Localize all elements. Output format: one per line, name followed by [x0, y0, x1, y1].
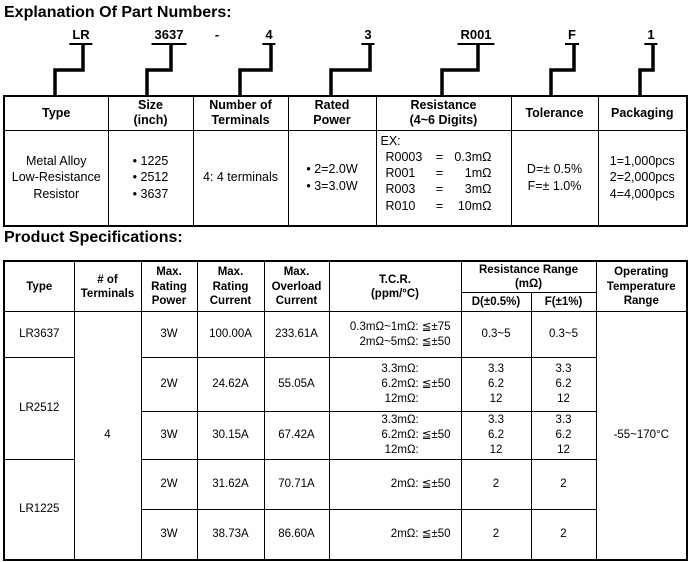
spec-overload-cell: 233.61A [263, 311, 330, 359]
spec-header-type: Type [3, 260, 75, 313]
spec-operating-temp-cell: -55~170°C [595, 311, 688, 561]
example-row: R0003 = 0.3mΩ [385, 149, 492, 164]
header-type: Type [3, 95, 109, 131]
spec-tcr-cell: 2mΩ: ≦±50 [328, 459, 462, 511]
spec-power-cell: 2W [140, 357, 198, 413]
spec-range-f-cell: 2 [530, 459, 597, 511]
part-numbers-heading: Explanation Of Part Numbers: [4, 4, 232, 21]
spec-range-f-cell: 3.3 6.2 12 [530, 411, 597, 461]
spec-range-f-cell: 3.3 6.2 12 [530, 357, 597, 413]
spec-overload-cell: 67.42A [263, 411, 330, 461]
rated-power-cell: • 2=2.0W • 3=3.0W [287, 129, 377, 226]
spec-current-cell: 31.62A [196, 459, 265, 511]
header-packaging: Packaging [597, 95, 688, 131]
terminals-cell: 4: 4 terminals [192, 129, 289, 226]
product-specifications-heading: Product Specifications: [4, 229, 183, 246]
spec-range-d-cell: 2 [460, 509, 532, 561]
spec-row-lr2512-3w: 3W 30.15A 67.42A 3.3mΩ: 6.2mΩ: 12mΩ: ≦±50 3… [4, 411, 687, 461]
part-segment-packaging: 1 [644, 27, 658, 45]
spec-tcr-cell: 3.3mΩ: 6.2mΩ: 12mΩ: ≦±50 [328, 411, 462, 461]
spec-terminals-cell: 4 [73, 311, 142, 561]
spec-header-row-1: Type # of Terminals Max. Rating Power Max. R… [3, 260, 688, 313]
packaging-cell: 1=1,000pcs 2=2,000pcs 4=4,000pcs [597, 129, 688, 226]
part-segment-type: LR [69, 27, 93, 45]
product-specifications-table: Type # of Terminals Max. Rating Power Max. R… [3, 260, 689, 561]
spec-power-cell: 2W [140, 459, 198, 511]
example-label: EX: [380, 133, 401, 148]
part-table-header-row: Type Size (inch) Number of Terminals Rated… [3, 95, 688, 131]
spec-power-cell: 3W [140, 411, 198, 461]
spec-power-cell: 3W [140, 509, 198, 561]
example-row: R001 = 1mΩ [385, 166, 492, 180]
spec-header-tol-f: F(±1%) [530, 292, 597, 313]
tcr-limit: ≦±50 [421, 378, 451, 391]
spec-tcr-cell: 3.3mΩ: 6.2mΩ: 12mΩ: ≦±50 [328, 357, 462, 413]
header-tolerance: Tolerance [510, 95, 599, 131]
spec-range-d-cell: 3.3 6.2 12 [460, 357, 532, 413]
spec-type-cell: LR2512 [3, 357, 75, 461]
header-rated-power: Rated Power [287, 95, 377, 131]
spec-row-lr1225-3w: 3W 38.73A 86.60A 2mΩ: ≦±50 2 2 [4, 509, 687, 561]
spec-overload-cell: 86.60A [263, 509, 330, 561]
spec-header-resistance-range: Resistance Range (mΩ) [460, 260, 597, 294]
part-segment-dash: - [214, 27, 220, 42]
spec-range-d-cell: 3.3 6.2 12 [460, 411, 532, 461]
spec-header-terminals: # of Terminals [73, 260, 142, 313]
spec-power-cell: 3W [140, 311, 198, 359]
spec-type-cell: LR3637 [3, 311, 75, 359]
part-segment-resistance: R001 [457, 27, 495, 45]
part-segment-tolerance: F [565, 27, 579, 45]
spec-row-lr3637-3w: LR3637 4 3W 100.00A 233.61A 0.3mΩ~1mΩ: ≦… [3, 311, 688, 561]
spec-current-cell: 38.73A [196, 509, 265, 561]
spec-range-d-cell: 0.3~5 [460, 311, 532, 359]
spec-range-f-cell: 0.3~5 [530, 311, 597, 359]
tcr-limit: ≦±50 [421, 429, 451, 442]
part-number-table: Type Size (inch) Number of Terminals Rated… [3, 95, 688, 227]
spec-tcr-cell: 0.3mΩ~1mΩ: ≦±75 2mΩ~5mΩ: ≦±50 [328, 311, 462, 359]
spec-header-current: Max. Rating Current [196, 260, 265, 313]
spec-header-operating: Operating Temperature Range [595, 260, 688, 313]
spec-header-overload: Max. Overload Current [263, 260, 330, 313]
spec-header-power: Max. Rating Power [140, 260, 198, 313]
resistance-example-cell: EX: R0003 = 0.3mΩ R001 = 1mΩ R003 = 3mΩ R010 = 1… [375, 129, 512, 226]
type-cell: Metal Alloy Low-Resistance Resistor [3, 129, 109, 226]
spec-row-lr2512-2w: LR2512 2W 24.62A 55.05A 3.3mΩ: 6.2mΩ: 12mΩ… [3, 357, 687, 461]
header-terminals: Number of Terminals [192, 95, 289, 131]
part-table-body-row: Metal Alloy Low-Resistance Resistor • 1225… [3, 129, 688, 226]
part-segment-power: 3 [361, 27, 375, 45]
part-number-connector-lines [53, 45, 655, 97]
part-segment-terminals: 4 [262, 27, 276, 45]
part-segment-size: 3637 [151, 27, 187, 45]
spec-current-cell: 24.62A [196, 357, 265, 413]
size-cell: • 1225 • 2512 • 3637 [107, 129, 194, 226]
spec-overload-cell: 55.05A [263, 357, 330, 413]
spec-header-tol-d: D(±0.5%) [460, 292, 532, 313]
header-size: Size (inch) [107, 95, 194, 131]
spec-current-cell: 30.15A [196, 411, 265, 461]
spec-header-tcr: T.C.R. (ppm/°C) [328, 260, 462, 313]
spec-range-d-cell: 2 [460, 459, 532, 511]
spec-tcr-cell: 2mΩ: ≦±50 [328, 509, 462, 561]
spec-overload-cell: 70.71A [263, 459, 330, 511]
spec-current-cell: 100.00A [196, 311, 265, 359]
header-resistance: Resistance (4~6 Digits) [375, 95, 512, 131]
spec-row-lr1225-2w: LR1225 2W 31.62A 70.71A 2mΩ: ≦±50 2 2 [3, 459, 687, 561]
spec-range-f-cell: 2 [530, 509, 597, 561]
tolerance-cell: D=± 0.5% F=± 1.0% [510, 129, 599, 226]
spec-type-cell: LR1225 [3, 459, 75, 561]
example-row: R010 = 10mΩ [385, 198, 492, 213]
example-row: R003 = 3mΩ [385, 182, 492, 197]
